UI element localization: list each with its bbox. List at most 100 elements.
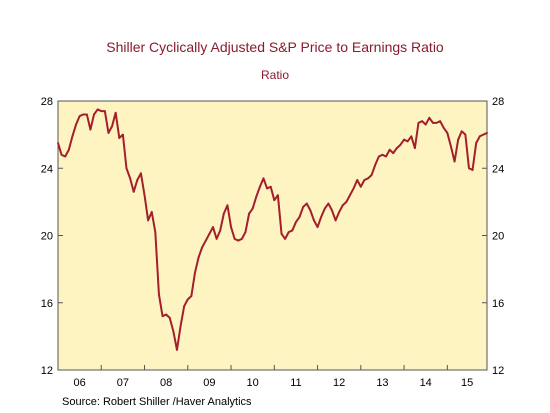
data-point xyxy=(428,116,431,119)
data-point xyxy=(172,330,175,333)
data-point xyxy=(323,207,326,210)
y-tick-label-left: 16 xyxy=(41,298,53,310)
data-point xyxy=(60,153,63,156)
data-point xyxy=(446,132,449,134)
data-point xyxy=(215,237,218,240)
data-point xyxy=(435,121,438,124)
data-point xyxy=(230,226,232,228)
data-point xyxy=(295,221,297,223)
x-tick-label: 07 xyxy=(117,377,129,389)
data-point xyxy=(453,160,456,163)
y-tick-label-left: 24 xyxy=(41,163,53,175)
data-point xyxy=(147,219,150,222)
data-point xyxy=(417,121,420,124)
data-point xyxy=(266,187,268,190)
y-tick-label-right: 20 xyxy=(492,231,504,243)
data-point xyxy=(475,142,478,144)
data-point xyxy=(424,123,427,126)
data-point xyxy=(233,237,236,240)
data-point xyxy=(345,200,348,203)
data-point xyxy=(305,202,308,205)
data-point xyxy=(132,190,135,193)
data-point xyxy=(363,179,366,181)
data-point xyxy=(410,135,413,138)
y-tick-label-right: 16 xyxy=(492,298,504,310)
data-point xyxy=(183,305,186,308)
data-point xyxy=(89,128,92,131)
plot-area xyxy=(57,100,488,371)
data-point xyxy=(100,110,103,112)
data-point xyxy=(392,152,395,155)
y-tick-label-left: 28 xyxy=(41,96,53,108)
data-point xyxy=(226,204,229,207)
data-point xyxy=(276,194,279,197)
data-point xyxy=(377,155,380,158)
x-tick-label: 11 xyxy=(290,377,301,389)
data-point xyxy=(118,137,121,139)
x-tick-label: 15 xyxy=(461,377,473,389)
data-point xyxy=(190,295,193,297)
y-tick-label-right: 12 xyxy=(492,365,504,377)
x-tick-label: 08 xyxy=(160,377,172,389)
data-point xyxy=(194,271,196,274)
x-tick-label: 09 xyxy=(203,377,215,389)
data-point xyxy=(450,145,452,148)
data-point xyxy=(370,174,373,176)
chart-title: Shiller Cyclically Adjusted S&P Price to… xyxy=(106,39,444,55)
x-tick-label: 06 xyxy=(74,377,86,389)
data-point xyxy=(114,111,117,114)
data-point xyxy=(334,219,337,222)
data-point xyxy=(341,204,344,207)
data-point xyxy=(468,167,470,170)
data-point xyxy=(457,138,460,141)
data-point xyxy=(302,206,305,208)
source-note: Source: Robert Shiller /Haver Analytics xyxy=(62,396,252,408)
data-point xyxy=(75,123,77,126)
data-point xyxy=(432,121,434,124)
series-line xyxy=(57,108,488,351)
data-point xyxy=(85,113,88,116)
data-point xyxy=(359,185,362,188)
data-point xyxy=(186,298,189,301)
data-point xyxy=(158,293,160,296)
data-point xyxy=(154,231,157,234)
data-point xyxy=(471,169,474,171)
data-point xyxy=(212,226,214,228)
data-point xyxy=(204,239,207,242)
data-point xyxy=(284,237,287,240)
chart-subtitle: Ratio xyxy=(261,68,289,82)
data-point xyxy=(374,163,377,166)
x-axis: 06 07 08 09 10 11 12 13 14 15 xyxy=(74,365,473,389)
y-tick-label-left: 20 xyxy=(41,231,53,243)
data-point xyxy=(313,219,315,222)
data-point xyxy=(269,185,272,188)
data-point xyxy=(219,229,222,232)
data-point xyxy=(273,199,276,202)
data-point xyxy=(140,172,142,175)
data-point xyxy=(291,229,294,232)
data-point xyxy=(125,167,128,170)
data-point xyxy=(179,325,182,328)
data-point xyxy=(168,316,171,319)
data-point xyxy=(111,125,113,128)
data-point xyxy=(107,132,110,134)
data-point xyxy=(262,177,265,180)
data-point xyxy=(240,237,243,240)
data-point xyxy=(421,120,424,123)
data-point xyxy=(161,315,164,318)
data-point xyxy=(356,179,359,181)
data-point xyxy=(258,185,261,188)
data-point xyxy=(93,113,95,116)
data-point xyxy=(316,226,319,228)
data-point xyxy=(349,194,351,197)
data-point xyxy=(478,135,481,138)
data-point xyxy=(71,135,74,138)
data-point xyxy=(64,155,67,158)
data-point xyxy=(381,153,384,156)
data-point xyxy=(237,239,240,242)
data-point xyxy=(327,202,330,205)
data-point xyxy=(338,211,341,213)
y-tick-label-right: 24 xyxy=(492,163,504,175)
